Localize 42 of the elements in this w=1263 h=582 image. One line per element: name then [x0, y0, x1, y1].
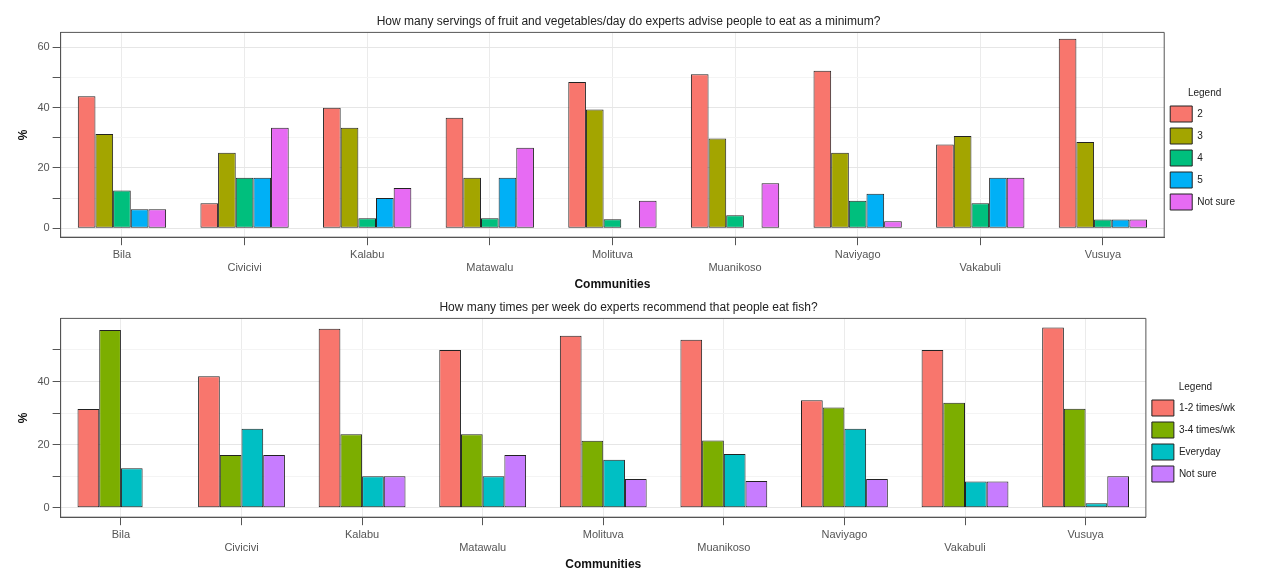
x-axis-title: Communities	[565, 557, 642, 572]
legend-label: 1-2 times/wk	[1178, 401, 1236, 413]
y-axis-title: %	[15, 412, 30, 424]
x-tick-label: Matawalu	[459, 541, 507, 554]
legend-label: Not sure	[1197, 195, 1236, 207]
x-tick-label: Kalabu	[344, 527, 380, 540]
x-tick-label: Vusuya	[1084, 247, 1122, 260]
x-tick-label: Molituva	[591, 247, 634, 260]
x-tick-label: Bila	[111, 527, 131, 540]
x-tick-label: Kalabu	[350, 247, 385, 260]
x-tick-label: Bila	[112, 247, 132, 260]
y-tick-label: 40	[37, 100, 50, 113]
legend-label: 3	[1197, 129, 1204, 141]
legend-title: Legend	[1187, 86, 1222, 98]
y-tick-label: 60	[37, 40, 50, 53]
x-tick-label: Vusuya	[1067, 527, 1105, 540]
x-axis-title: Communities	[574, 277, 651, 292]
x-tick-label: Vakabuli	[959, 261, 1001, 274]
legend-label: Everyday	[1178, 445, 1221, 457]
y-tick-label: 40	[37, 374, 50, 387]
y-tick-label: 20	[37, 437, 50, 450]
x-tick-label: Naviyago	[821, 527, 868, 540]
legend-title: Legend	[1178, 380, 1213, 392]
x-tick-label: Matawalu	[466, 261, 514, 274]
chart-title: How many times per week do experts recommend that people eat fish?	[439, 299, 818, 314]
x-tick-label: Civicivi	[227, 261, 262, 274]
legend-label: 5	[1197, 173, 1204, 185]
legend-label: Not sure	[1178, 467, 1218, 479]
y-tick-label: 0	[43, 221, 50, 234]
y-tick-label: 20	[37, 160, 50, 173]
y-tick-label: 0	[43, 500, 50, 513]
legend-label: 2	[1197, 107, 1204, 119]
x-tick-label: Muanikoso	[697, 541, 751, 554]
x-tick-label: Naviyago	[834, 247, 881, 260]
x-tick-label: Molituva	[582, 527, 625, 540]
legend-label: 4	[1197, 151, 1204, 163]
legend-label: 3-4 times/wk	[1178, 423, 1236, 435]
chart-title: How many servings of fruit and vegetables/day do experts advise people to eat as a minimum?	[376, 13, 881, 28]
x-tick-label: Civicivi	[224, 541, 259, 554]
x-tick-label: Vakabuli	[944, 541, 986, 554]
y-axis-title: %	[15, 129, 30, 141]
x-tick-label: Muanikoso	[708, 261, 762, 274]
